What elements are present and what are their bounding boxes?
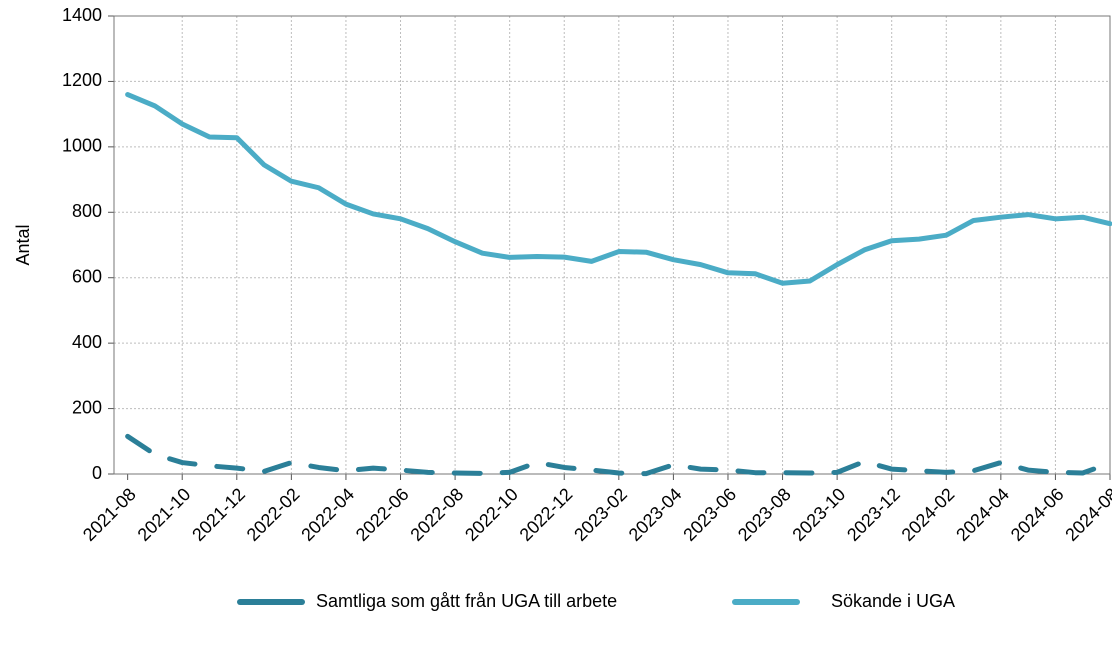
y-tick-label: 1000 [62, 136, 102, 156]
y-tick-label: 200 [72, 397, 102, 417]
x-tick-label: 2024-06 [1007, 484, 1068, 545]
y-tick-label: 0 [92, 463, 102, 483]
series-line [125, 433, 1112, 477]
plot-frame [113, 15, 1111, 475]
y-tick-label: 1400 [62, 5, 102, 25]
x-tick-label: 2022-04 [297, 484, 358, 545]
x-tick-label: 2021-12 [188, 484, 249, 545]
x-tick-label: 2023-10 [788, 484, 849, 545]
x-tick-label: 2023-06 [679, 484, 740, 545]
x-tick-label: 2021-08 [79, 484, 140, 545]
x-tick-label: 2023-12 [843, 484, 904, 545]
y-tick-label: 800 [72, 201, 102, 221]
x-tick-label: 2024-02 [898, 484, 959, 545]
x-tick-label: 2023-04 [625, 484, 686, 545]
y-tick-label: 400 [72, 332, 102, 352]
x-tick-label: 2022-02 [243, 484, 304, 545]
x-tick-label: 2023-08 [734, 484, 795, 545]
x-tick-label: 2024-08 [1061, 484, 1112, 545]
x-tick-label: 2023-02 [570, 484, 631, 545]
x-tick-label: 2022-08 [406, 484, 467, 545]
y-axis-label: Antal [13, 224, 33, 265]
x-tick-label: 2022-10 [461, 484, 522, 545]
y-tick-label: 1200 [62, 70, 102, 90]
x-tick-label: 2024-04 [952, 484, 1013, 545]
series-line [125, 92, 1112, 286]
x-tick-label: 2022-06 [352, 484, 413, 545]
legend-label: Samtliga som gått från UGA till arbete [316, 591, 617, 611]
x-tick-label: 2021-10 [134, 484, 195, 545]
legend-label: Sökande i UGA [831, 591, 955, 611]
y-tick-label: 600 [72, 266, 102, 286]
x-tick-label: 2022-12 [516, 484, 577, 545]
